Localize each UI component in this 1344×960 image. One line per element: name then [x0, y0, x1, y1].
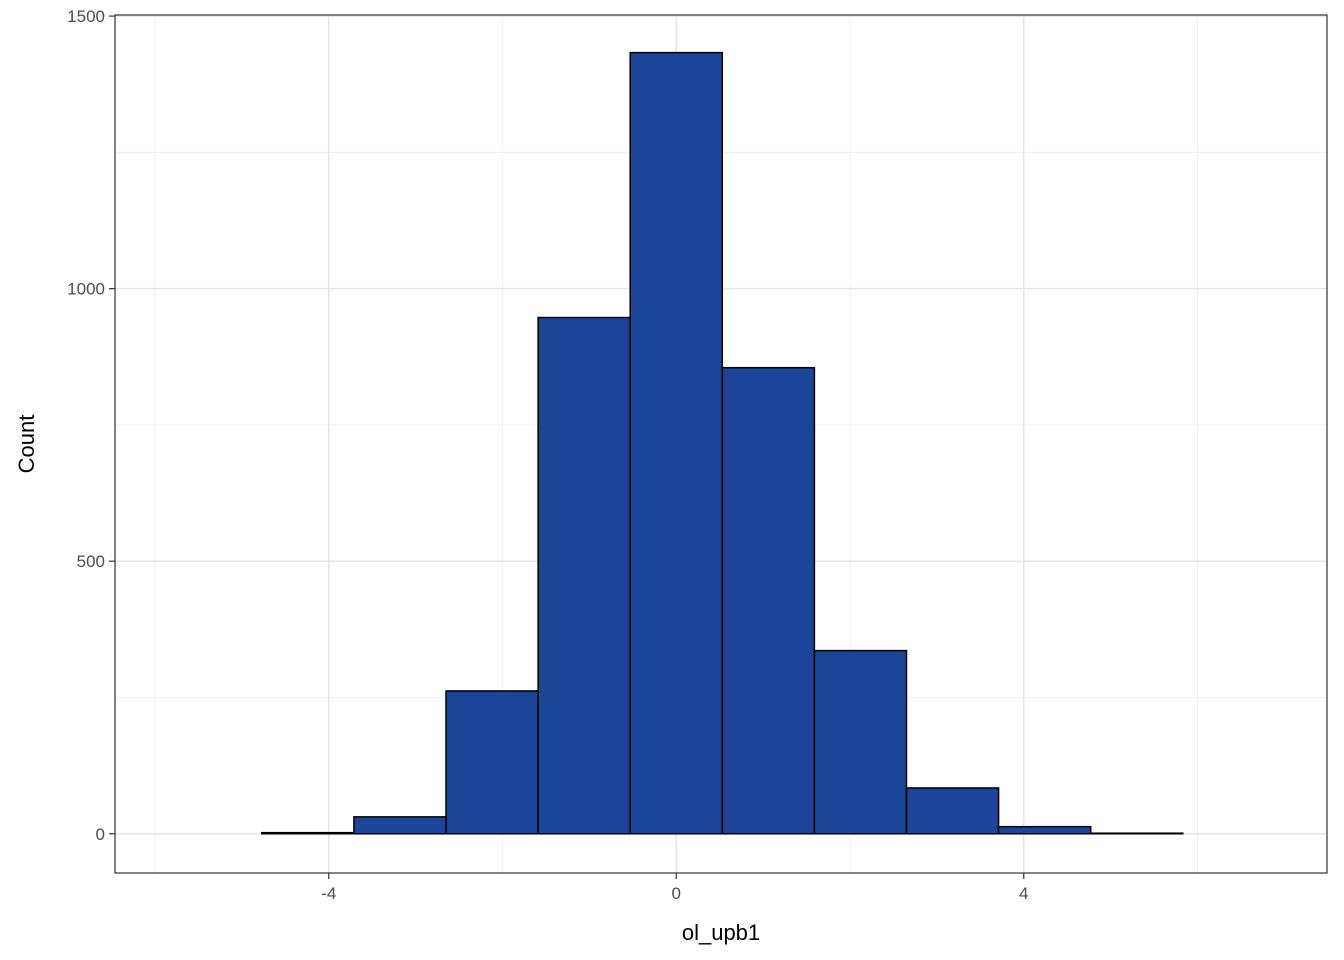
y-tick-label: 1500 — [67, 7, 105, 26]
y-tick-label: 0 — [96, 825, 105, 844]
x-axis-title: ol_upb1 — [682, 920, 760, 945]
x-tick-label: 0 — [672, 884, 681, 903]
bars — [261, 51, 1184, 835]
bar — [997, 825, 1092, 835]
bar — [721, 366, 816, 835]
x-tick-label: 4 — [1019, 884, 1028, 903]
bar — [1089, 832, 1184, 835]
bar — [629, 51, 724, 835]
bar — [813, 649, 908, 835]
bar — [905, 787, 1000, 835]
y-tick-label: 500 — [77, 552, 105, 571]
x-tick-label: -4 — [321, 884, 336, 903]
bar — [261, 831, 355, 835]
y-tick-label: 1000 — [67, 280, 105, 299]
panel-border — [114, 14, 1328, 874]
bar — [353, 816, 447, 835]
bar — [445, 690, 539, 835]
y-axis-title: Count — [14, 415, 39, 474]
bar — [537, 316, 631, 835]
